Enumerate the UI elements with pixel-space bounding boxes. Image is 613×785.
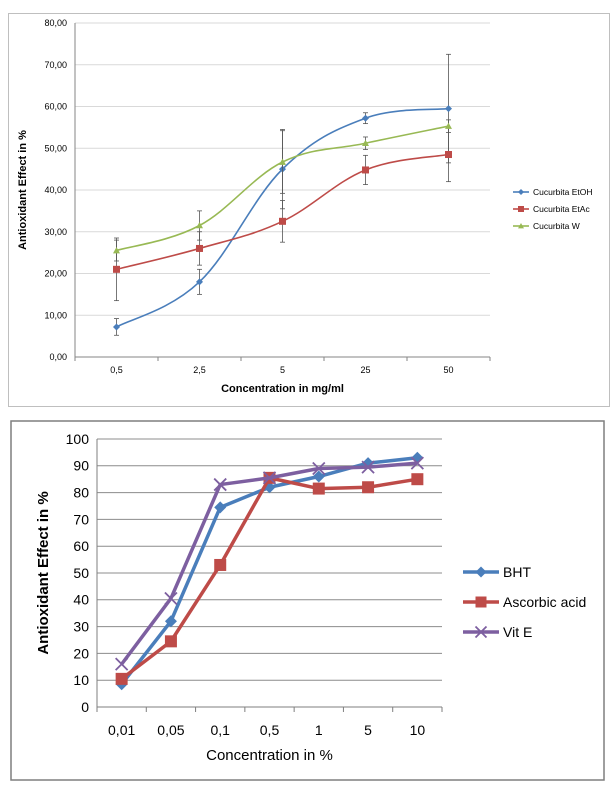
- chart-frame: [10, 420, 605, 781]
- data-point: [214, 501, 227, 514]
- x-tick-label: 2,5: [193, 365, 206, 375]
- y-tick-label: 100: [66, 431, 90, 447]
- legend: Cucurbita EtOH Cucurbita EtAc Cucurbita W: [513, 187, 593, 231]
- y-tick-label: 30: [73, 619, 89, 635]
- data-point: [312, 461, 326, 476]
- data-point: [411, 473, 424, 486]
- legend-marker: [475, 596, 487, 608]
- data-point: [196, 244, 203, 252]
- y-tick-label: 70: [73, 511, 89, 527]
- data-point: [214, 558, 227, 571]
- y-tick-label: 50,00: [44, 143, 67, 153]
- x-tick-label: 50: [443, 365, 453, 375]
- data-point: [445, 151, 452, 159]
- x-tick-label: 10: [410, 722, 426, 738]
- y-tick-label: 80: [73, 485, 89, 501]
- x-tick-label: 1: [315, 722, 323, 738]
- y-tick-label: 60: [73, 538, 89, 554]
- x-tick-label: 0,1: [210, 722, 230, 738]
- chart-bottom: 0 10 20 30 40 50 60 70 80 90 100 0,01 0,05 0,1 0,5 1 5 10…: [10, 420, 605, 781]
- data-point: [445, 105, 452, 113]
- data-point: [213, 477, 227, 492]
- legend-label: Cucurbita W: [533, 221, 580, 231]
- x-axis-title: Concentration in mg/ml: [221, 383, 344, 395]
- data-point: [113, 265, 120, 273]
- x-tick-label: 5: [280, 365, 285, 375]
- x-tick-label: 0,5: [260, 722, 280, 738]
- series-2: [115, 456, 424, 671]
- data-point: [410, 456, 424, 470]
- legend: BHT Ascorbic acid Vit E: [463, 564, 586, 640]
- x-tick-label: 25: [360, 365, 370, 375]
- data-point: [164, 615, 177, 628]
- data-point: [115, 657, 129, 671]
- y-tick-label: 80,00: [44, 18, 67, 28]
- x-tick-label: 0,5: [110, 365, 123, 375]
- legend-label: BHT: [503, 564, 531, 580]
- y-tick-label: 60,00: [44, 102, 67, 112]
- legend-label: Vit E: [503, 624, 532, 640]
- y-tick-label: 10: [73, 672, 89, 688]
- legend-label: Cucurbita EtOH: [533, 187, 593, 197]
- chart-frame: [8, 13, 610, 407]
- data-point: [113, 247, 120, 254]
- data-point: [362, 166, 369, 174]
- y-tick-label: 0: [81, 699, 89, 715]
- x-tick-label: 5: [364, 722, 372, 738]
- data-point: [164, 591, 178, 606]
- legend-marker: [518, 206, 524, 212]
- data-point: [279, 158, 286, 165]
- data-point: [361, 460, 375, 474]
- legend-marker: [474, 625, 488, 639]
- series-2: [113, 119, 452, 262]
- y-tick-label: 40,00: [44, 185, 67, 195]
- legend-label: Cucurbita EtAc: [533, 204, 590, 214]
- data-point: [113, 323, 120, 331]
- chart-top: 0,00 10,00 20,00 30,00 40,00 50,00 60,00 70,00 8…: [8, 13, 610, 407]
- data-point: [362, 114, 369, 122]
- data-point: [262, 471, 277, 485]
- y-tick-label: 30,00: [44, 227, 67, 237]
- x-tick-label: 0,05: [157, 722, 184, 738]
- data-point: [196, 221, 203, 229]
- y-tick-label: 50: [73, 565, 89, 581]
- data-point: [312, 470, 325, 483]
- y-tick-label: 20,00: [44, 269, 67, 279]
- legend-marker: [475, 566, 487, 578]
- legend-marker: [518, 189, 524, 195]
- data-point: [164, 635, 177, 648]
- data-point: [196, 278, 203, 286]
- data-point: [445, 122, 452, 129]
- y-axis-title: Antioxidant Effect in %: [35, 491, 52, 654]
- y-tick-label: 10,00: [44, 310, 67, 320]
- data-point: [279, 217, 286, 225]
- y-tick-label: 40: [73, 592, 89, 608]
- data-point: [312, 482, 325, 495]
- y-axis-title: Antioxidant Effect in %: [17, 130, 29, 250]
- data-point: [115, 672, 128, 685]
- x-tick-label: 0,01: [108, 722, 135, 738]
- y-tick-label: 70,00: [44, 60, 67, 70]
- legend-marker: [518, 223, 524, 229]
- y-tick-label: 0,00: [49, 352, 67, 362]
- y-tick-label: 20: [73, 645, 89, 661]
- x-axis-title: Concentration in %: [206, 747, 333, 764]
- y-tick-label: 90: [73, 458, 89, 474]
- legend-label: Ascorbic acid: [503, 594, 586, 610]
- data-point: [362, 481, 375, 494]
- data-point: [362, 139, 369, 147]
